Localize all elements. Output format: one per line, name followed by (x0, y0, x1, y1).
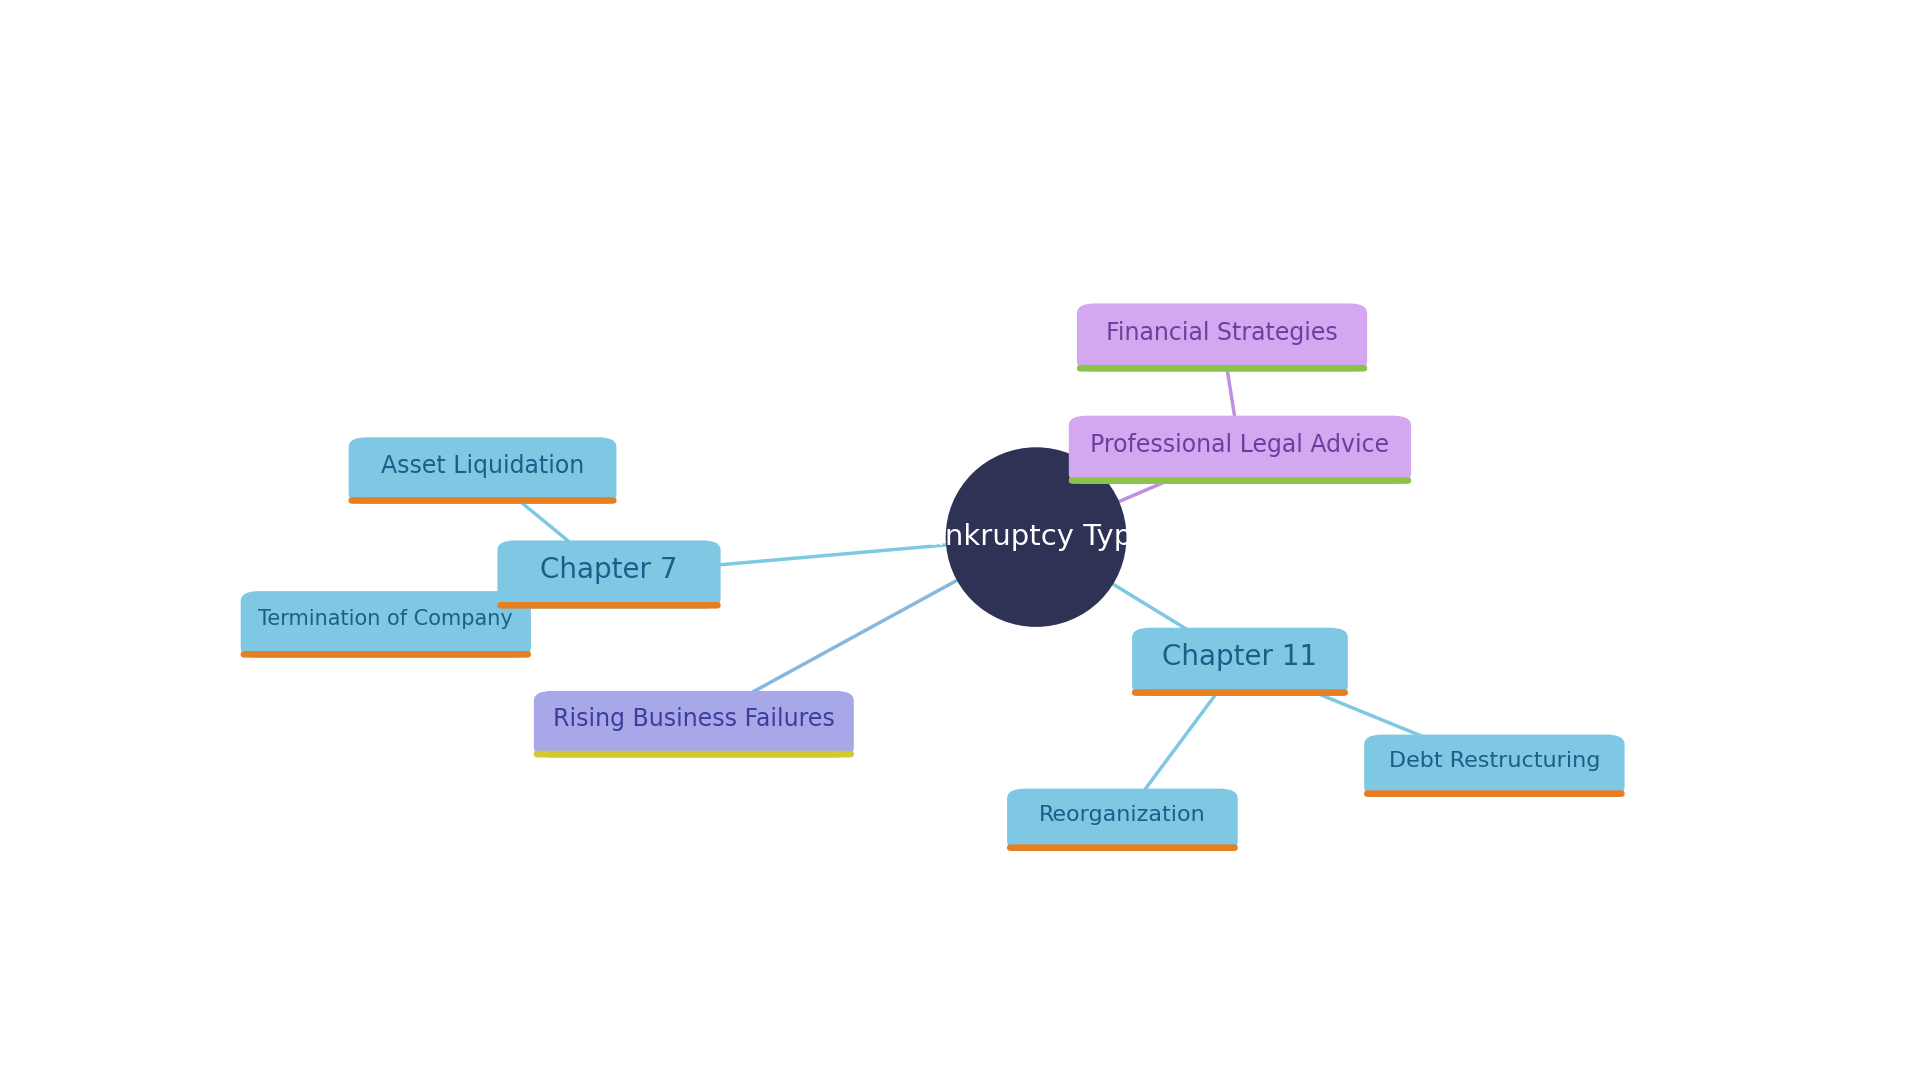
FancyBboxPatch shape (497, 540, 720, 609)
FancyBboxPatch shape (1365, 734, 1624, 797)
FancyBboxPatch shape (534, 691, 854, 757)
Text: Asset Liquidation: Asset Liquidation (380, 454, 584, 477)
Text: Chapter 7: Chapter 7 (540, 555, 678, 583)
Text: Termination of Company: Termination of Company (259, 609, 513, 630)
FancyBboxPatch shape (1077, 365, 1367, 372)
FancyBboxPatch shape (1133, 689, 1348, 696)
Text: Rising Business Failures: Rising Business Failures (553, 707, 835, 731)
FancyBboxPatch shape (1069, 477, 1411, 484)
Text: Chapter 11: Chapter 11 (1162, 643, 1317, 671)
FancyBboxPatch shape (1069, 416, 1411, 484)
FancyBboxPatch shape (1365, 791, 1624, 797)
FancyBboxPatch shape (240, 651, 532, 658)
FancyBboxPatch shape (1008, 788, 1238, 851)
Ellipse shape (947, 447, 1127, 626)
FancyBboxPatch shape (1008, 845, 1238, 851)
FancyBboxPatch shape (1133, 627, 1348, 696)
Text: Financial Strategies: Financial Strategies (1106, 321, 1338, 345)
Text: Reorganization: Reorganization (1039, 805, 1206, 825)
FancyBboxPatch shape (497, 602, 720, 609)
FancyBboxPatch shape (349, 497, 616, 503)
Text: Debt Restructuring: Debt Restructuring (1388, 751, 1599, 771)
FancyBboxPatch shape (240, 591, 532, 658)
Text: Professional Legal Advice: Professional Legal Advice (1091, 433, 1390, 457)
FancyBboxPatch shape (349, 437, 616, 503)
Text: Bankruptcy Types: Bankruptcy Types (906, 523, 1165, 551)
FancyBboxPatch shape (534, 751, 854, 757)
FancyBboxPatch shape (1077, 303, 1367, 372)
